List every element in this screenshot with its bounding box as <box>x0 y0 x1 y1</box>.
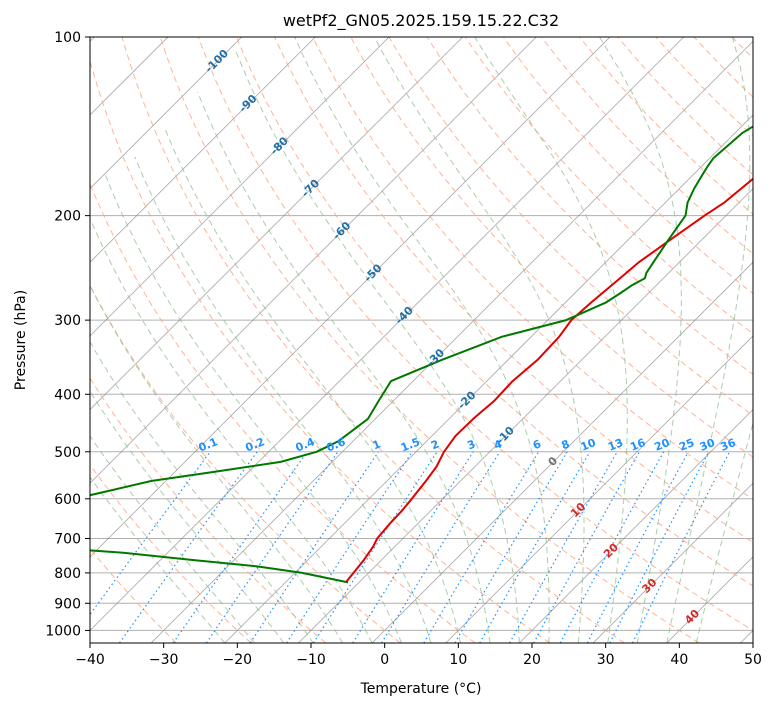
y-tick-label: 600 <box>54 492 81 508</box>
mixing-ratio-line <box>312 451 438 643</box>
y-tick-label: 200 <box>54 209 81 225</box>
mixing-ratio-label: 1 <box>371 437 383 452</box>
moist-adiabat <box>294 37 550 643</box>
y-tick-label: 800 <box>54 566 81 582</box>
dry-adiabat <box>617 37 753 176</box>
y-tick-label: 100 <box>54 30 81 46</box>
dry-adiabat <box>388 37 753 417</box>
moist-adiabat <box>90 284 344 643</box>
mixing-ratio-line <box>172 451 308 643</box>
x-tick-label: 20 <box>523 652 541 668</box>
mixing-ratio-line <box>352 451 474 643</box>
x-tick-label: −40 <box>75 652 105 668</box>
moist-adiabat <box>599 37 682 643</box>
mixing-ratio-line <box>586 451 689 643</box>
mixing-ratio-label: 20 <box>653 436 672 454</box>
mixing-ratio-line <box>454 451 568 643</box>
moist-adiabat <box>197 91 491 643</box>
mixing-ratio-label: 10 <box>579 436 598 454</box>
x-tick-label: −30 <box>149 652 179 668</box>
mixing-ratio-line <box>559 451 665 643</box>
moist-adiabat <box>163 126 461 643</box>
mixing-ratio-line <box>249 451 379 643</box>
mixing-ratio-label: 2 <box>429 437 441 452</box>
dry-adiabat <box>90 284 401 643</box>
mixing-ratio-label: 36 <box>719 436 738 454</box>
y-tick-label: 400 <box>54 387 81 403</box>
isotherm-line <box>90 37 242 190</box>
moist-adiabat <box>666 37 751 643</box>
mixing-ratio-line <box>205 451 339 643</box>
mixing-ratio-label: 13 <box>606 436 625 454</box>
mixing-ratio-line <box>479 451 591 643</box>
dry-adiabat <box>312 37 753 500</box>
dry-adiabat <box>90 58 551 643</box>
isotherm-line <box>371 261 753 643</box>
x-tick-label: 30 <box>597 652 615 668</box>
moist-adiabat <box>134 156 432 643</box>
plot-background <box>90 37 753 643</box>
isotherm-line <box>90 37 611 558</box>
mixing-ratio-label: 25 <box>677 436 696 454</box>
x-axis: −40 −30 −20 −10 0 10 20 30 40 50 <box>75 643 762 668</box>
dry-adiabat <box>770 37 775 643</box>
y-tick-label: 900 <box>54 596 81 612</box>
moist-adiabat <box>695 421 753 643</box>
isotherm-line <box>90 37 390 337</box>
mixing-ratio-label: 8 <box>560 437 572 452</box>
mixing-ratio-line <box>423 451 540 643</box>
y-tick-label: 1000 <box>45 623 81 639</box>
x-axis-title: Temperature (°C) <box>360 681 482 697</box>
background-lines <box>90 37 775 643</box>
dry-adiabat <box>350 37 753 458</box>
moist-adiabat <box>90 217 373 643</box>
y-tick-label: 500 <box>54 445 81 461</box>
isotherm-line <box>592 482 753 643</box>
mixing-ratio-label: 30 <box>698 436 717 454</box>
dewpoint-profile <box>90 125 753 584</box>
mixing-ratio-label: 16 <box>628 436 647 454</box>
x-tick-label: −10 <box>296 652 326 668</box>
isotherm-line <box>90 37 463 411</box>
sounding-profiles <box>90 125 753 584</box>
dry-adiabat <box>579 37 753 215</box>
mixing-ratio-line <box>286 451 413 643</box>
isotherm-line <box>90 37 316 263</box>
chart-title: wetPf2_GN05.2025.159.15.22.C32 <box>283 11 559 31</box>
moist-adiabat <box>105 175 403 643</box>
y-axis-title: Pressure (hPa) <box>13 290 29 390</box>
dry-adiabat <box>236 37 753 587</box>
moist-adiabat <box>90 435 255 643</box>
y-tick-label: 700 <box>54 532 81 548</box>
isotherm-line <box>224 114 753 643</box>
mixing-ratio-label: 3 <box>465 437 477 452</box>
mixing-ratio-line <box>381 451 501 643</box>
moist-adiabat <box>373 37 585 643</box>
x-tick-label: 50 <box>744 652 762 668</box>
moist-adiabat <box>474 37 628 643</box>
x-tick-label: −20 <box>223 652 253 668</box>
moist-adiabat <box>90 340 314 643</box>
dry-adiabat <box>197 37 753 632</box>
isotherm-line <box>150 40 753 643</box>
dry-adiabat <box>464 37 753 335</box>
dry-adiabat <box>502 37 753 295</box>
x-tick-label: 10 <box>449 652 467 668</box>
dry-adiabat <box>121 37 625 643</box>
y-tick-label: 300 <box>54 313 81 329</box>
x-tick-label: 40 <box>670 652 688 668</box>
temperature-profile <box>345 177 753 584</box>
x-tick-label: 0 <box>380 652 389 668</box>
y-axis: 100 200 300 400 500 600 700 800 900 1000 <box>45 30 90 639</box>
moist-adiabat <box>90 390 285 643</box>
moist-adiabat <box>235 51 520 643</box>
isotherm-line <box>90 37 684 631</box>
plot-frame <box>89 36 754 644</box>
dry-adiabat <box>90 464 252 643</box>
